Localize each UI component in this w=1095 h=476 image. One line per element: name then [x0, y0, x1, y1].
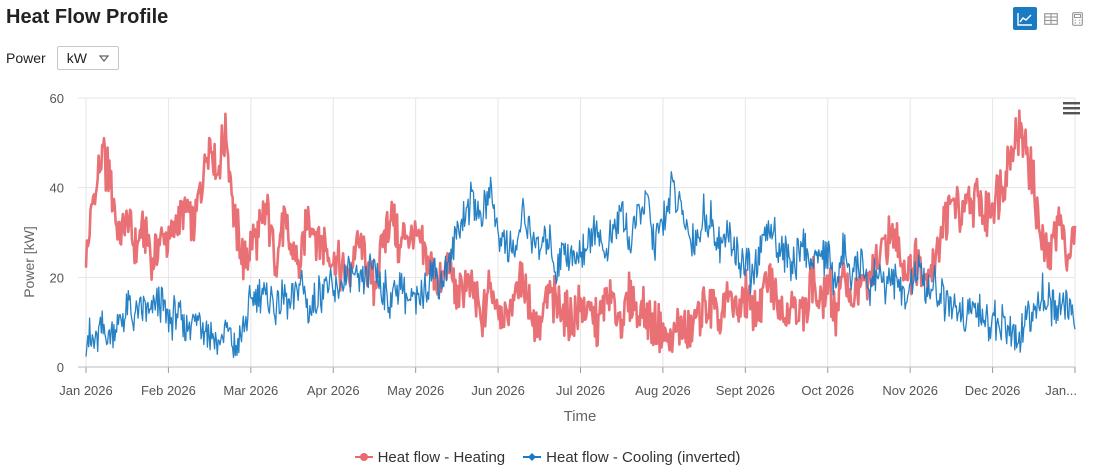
table-view-button[interactable] [1039, 7, 1063, 30]
legend-item-cooling[interactable]: Heat flow - Cooling (inverted) [523, 449, 740, 466]
calculator-icon [1071, 11, 1083, 26]
x-tick-label: Jul 2026 [556, 383, 605, 398]
heat-flow-chart: 0 20 40 60 Jan 2026 Feb 2026 Mar 2026 Apr 2026 M… [21, 91, 1082, 425]
legend-label-cooling: Heat flow - Cooling (inverted) [546, 448, 741, 466]
y-tick-label: 20 [50, 270, 64, 285]
x-tick-label: Oct 2026 [801, 383, 854, 398]
x-tick-label: Sept 2026 [716, 383, 775, 398]
y-tick-label: 40 [50, 181, 64, 196]
page-title: Heat Flow Profile [6, 6, 169, 28]
view-switch [1013, 7, 1089, 30]
series-line-heating [84, 109, 1077, 354]
header: Heat Flow Profile [0, 0, 1095, 40]
legend-marker-cooling [523, 453, 542, 461]
hamburger-menu-icon [1063, 102, 1080, 115]
chart-series [84, 109, 1077, 359]
x-tick-label: May 2026 [387, 383, 444, 398]
x-tick-label: Jan... [1045, 383, 1077, 398]
unit-label: Power [6, 50, 46, 66]
legend-marker-heating [354, 453, 373, 461]
unit-select-value: kW [66, 50, 87, 66]
x-tick-label: Dec 2026 [965, 383, 1021, 398]
series-line-cooling [85, 171, 1076, 359]
y-axis-title: Power [kW] [21, 226, 37, 298]
unit-select[interactable]: kW [56, 46, 119, 70]
x-tick-label: Feb 2026 [141, 383, 196, 398]
y-tick-label: 0 [57, 360, 64, 375]
chart-menu-button[interactable] [1062, 100, 1082, 116]
chart-view-button[interactable] [1013, 7, 1037, 30]
x-tick-label: Mar 2026 [223, 383, 278, 398]
x-tick-label: Jan 2026 [59, 383, 113, 398]
calculator-view-button[interactable] [1065, 7, 1089, 30]
x-tick-label: Nov 2026 [882, 383, 938, 398]
legend-label-heating: Heat flow - Heating [377, 448, 506, 466]
table-icon [1044, 12, 1058, 25]
x-tick-label: Apr 2026 [307, 383, 360, 398]
chevron-down-icon [98, 54, 109, 62]
chart-axes: 0 20 40 60 Jan 2026 Feb 2026 Mar 2026 Apr 2026 M… [50, 91, 1077, 398]
y-tick-label: 60 [50, 91, 64, 106]
x-tick-label: Jun 2026 [471, 383, 525, 398]
line-chart-icon [1017, 12, 1032, 26]
unit-controls: Power kW [6, 45, 119, 71]
x-tick-label: Aug 2026 [635, 383, 691, 398]
chart-legend: Heat flow - Heating Heat flow - Cooling … [0, 444, 1095, 470]
legend-item-heating[interactable]: Heat flow - Heating [354, 448, 506, 466]
x-axis-title: Time [564, 408, 597, 425]
